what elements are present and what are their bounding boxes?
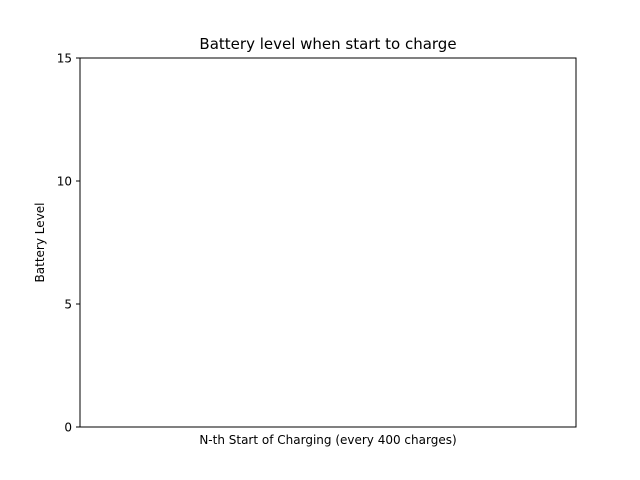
x-axis-label: N-th Start of Charging (every 400 charge… [199,433,456,447]
y-tick-label-10: 10 [57,175,72,189]
y-tick-label-5: 5 [64,298,72,312]
plot-frame [79,57,577,428]
chart-title: Battery level when start to charge [199,35,456,53]
y-axis-label: Battery Level [33,203,47,283]
y-tick-label-15: 15 [57,52,72,66]
y-axis: 0 5 10 15 [57,52,80,435]
plot-area [79,57,577,428]
y-tick-label-0: 0 [64,421,72,435]
